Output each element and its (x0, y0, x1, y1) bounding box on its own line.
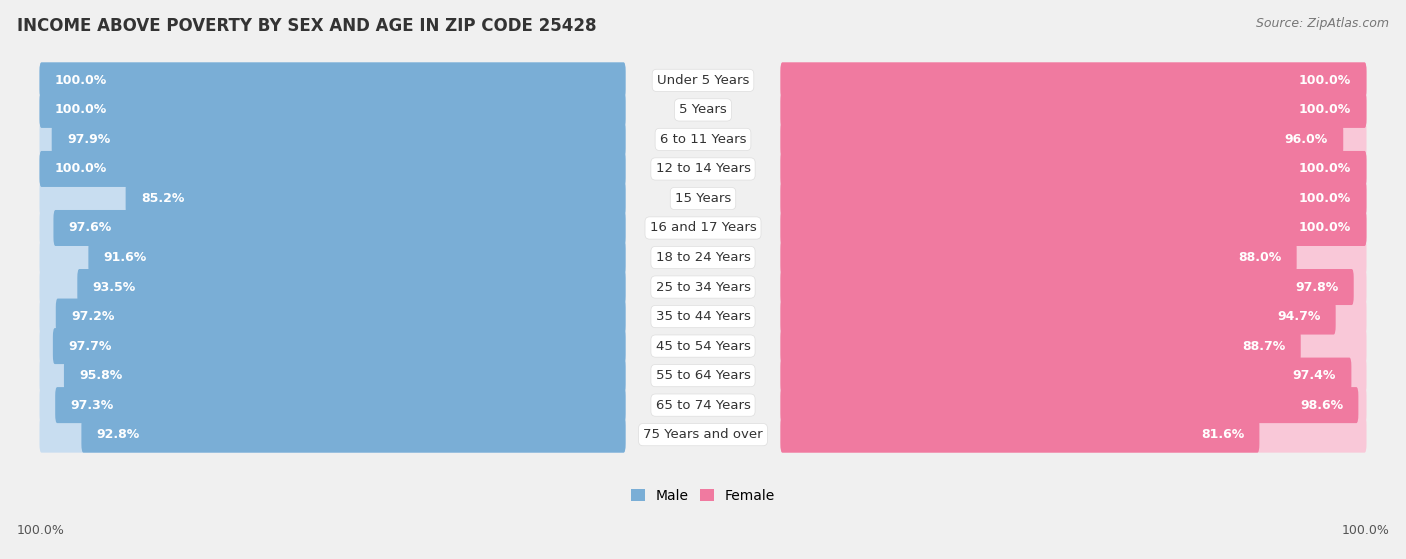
FancyBboxPatch shape (39, 181, 626, 216)
Text: 100.0%: 100.0% (1299, 74, 1351, 87)
Text: 65 to 74 Years: 65 to 74 Years (655, 399, 751, 411)
FancyBboxPatch shape (39, 210, 626, 246)
FancyBboxPatch shape (39, 269, 626, 305)
Text: 25 to 34 Years: 25 to 34 Years (655, 281, 751, 293)
FancyBboxPatch shape (780, 63, 1367, 98)
Text: 94.7%: 94.7% (1277, 310, 1320, 323)
FancyBboxPatch shape (780, 92, 1367, 128)
FancyBboxPatch shape (39, 63, 626, 98)
Text: 12 to 14 Years: 12 to 14 Years (655, 163, 751, 176)
Text: 96.0%: 96.0% (1285, 133, 1329, 146)
Text: 100.0%: 100.0% (55, 74, 107, 87)
FancyBboxPatch shape (125, 181, 626, 216)
Text: 55 to 64 Years: 55 to 64 Years (655, 369, 751, 382)
FancyBboxPatch shape (780, 151, 1367, 187)
Text: 97.3%: 97.3% (70, 399, 114, 411)
Text: 98.6%: 98.6% (1301, 399, 1343, 411)
Text: 15 Years: 15 Years (675, 192, 731, 205)
FancyBboxPatch shape (39, 92, 626, 128)
FancyBboxPatch shape (780, 328, 1301, 364)
FancyBboxPatch shape (39, 151, 626, 187)
FancyBboxPatch shape (89, 239, 626, 276)
Text: 85.2%: 85.2% (141, 192, 184, 205)
Text: 97.2%: 97.2% (70, 310, 114, 323)
Text: 97.7%: 97.7% (67, 339, 111, 353)
Text: 100.0%: 100.0% (1341, 524, 1389, 537)
Text: 100.0%: 100.0% (17, 524, 65, 537)
Text: 5 Years: 5 Years (679, 103, 727, 116)
FancyBboxPatch shape (39, 328, 626, 364)
FancyBboxPatch shape (39, 387, 626, 423)
FancyBboxPatch shape (780, 181, 1367, 216)
FancyBboxPatch shape (780, 387, 1358, 423)
Text: 75 Years and over: 75 Years and over (643, 428, 763, 441)
Text: 100.0%: 100.0% (1299, 103, 1351, 116)
Text: 88.7%: 88.7% (1243, 339, 1285, 353)
FancyBboxPatch shape (780, 269, 1354, 305)
Text: 81.6%: 81.6% (1201, 428, 1244, 441)
Text: INCOME ABOVE POVERTY BY SEX AND AGE IN ZIP CODE 25428: INCOME ABOVE POVERTY BY SEX AND AGE IN Z… (17, 17, 596, 35)
FancyBboxPatch shape (780, 416, 1260, 453)
FancyBboxPatch shape (780, 299, 1336, 334)
Text: 88.0%: 88.0% (1239, 251, 1281, 264)
FancyBboxPatch shape (780, 269, 1367, 305)
Text: 100.0%: 100.0% (55, 163, 107, 176)
FancyBboxPatch shape (39, 121, 626, 158)
FancyBboxPatch shape (82, 416, 626, 453)
Text: 93.5%: 93.5% (93, 281, 136, 293)
Text: 97.4%: 97.4% (1292, 369, 1336, 382)
Text: 100.0%: 100.0% (55, 103, 107, 116)
FancyBboxPatch shape (53, 210, 626, 246)
FancyBboxPatch shape (780, 328, 1367, 364)
FancyBboxPatch shape (780, 121, 1367, 158)
FancyBboxPatch shape (39, 92, 626, 128)
Text: 100.0%: 100.0% (1299, 192, 1351, 205)
FancyBboxPatch shape (39, 239, 626, 276)
Legend: Male, Female: Male, Female (626, 483, 780, 508)
Text: 92.8%: 92.8% (97, 428, 139, 441)
FancyBboxPatch shape (780, 151, 1367, 187)
FancyBboxPatch shape (52, 121, 626, 158)
FancyBboxPatch shape (780, 63, 1367, 98)
FancyBboxPatch shape (780, 210, 1367, 246)
FancyBboxPatch shape (63, 358, 626, 394)
Text: 91.6%: 91.6% (104, 251, 146, 264)
Text: 97.9%: 97.9% (67, 133, 110, 146)
FancyBboxPatch shape (39, 416, 626, 453)
Text: 35 to 44 Years: 35 to 44 Years (655, 310, 751, 323)
FancyBboxPatch shape (780, 358, 1367, 394)
FancyBboxPatch shape (39, 63, 626, 98)
FancyBboxPatch shape (780, 239, 1367, 276)
FancyBboxPatch shape (780, 387, 1367, 423)
FancyBboxPatch shape (56, 299, 626, 334)
FancyBboxPatch shape (780, 299, 1367, 334)
FancyBboxPatch shape (39, 358, 626, 394)
Text: 18 to 24 Years: 18 to 24 Years (655, 251, 751, 264)
FancyBboxPatch shape (53, 328, 626, 364)
Text: 45 to 54 Years: 45 to 54 Years (655, 339, 751, 353)
Text: 100.0%: 100.0% (1299, 163, 1351, 176)
FancyBboxPatch shape (780, 121, 1343, 158)
FancyBboxPatch shape (780, 210, 1367, 246)
FancyBboxPatch shape (780, 92, 1367, 128)
Text: 100.0%: 100.0% (1299, 221, 1351, 234)
Text: 6 to 11 Years: 6 to 11 Years (659, 133, 747, 146)
Text: Under 5 Years: Under 5 Years (657, 74, 749, 87)
Text: Source: ZipAtlas.com: Source: ZipAtlas.com (1256, 17, 1389, 30)
FancyBboxPatch shape (780, 416, 1367, 453)
FancyBboxPatch shape (55, 387, 626, 423)
FancyBboxPatch shape (780, 181, 1367, 216)
Text: 95.8%: 95.8% (79, 369, 122, 382)
Text: 97.8%: 97.8% (1295, 281, 1339, 293)
FancyBboxPatch shape (780, 239, 1296, 276)
FancyBboxPatch shape (39, 151, 626, 187)
FancyBboxPatch shape (780, 358, 1351, 394)
FancyBboxPatch shape (39, 299, 626, 334)
Text: 16 and 17 Years: 16 and 17 Years (650, 221, 756, 234)
FancyBboxPatch shape (77, 269, 626, 305)
Text: 97.6%: 97.6% (69, 221, 112, 234)
